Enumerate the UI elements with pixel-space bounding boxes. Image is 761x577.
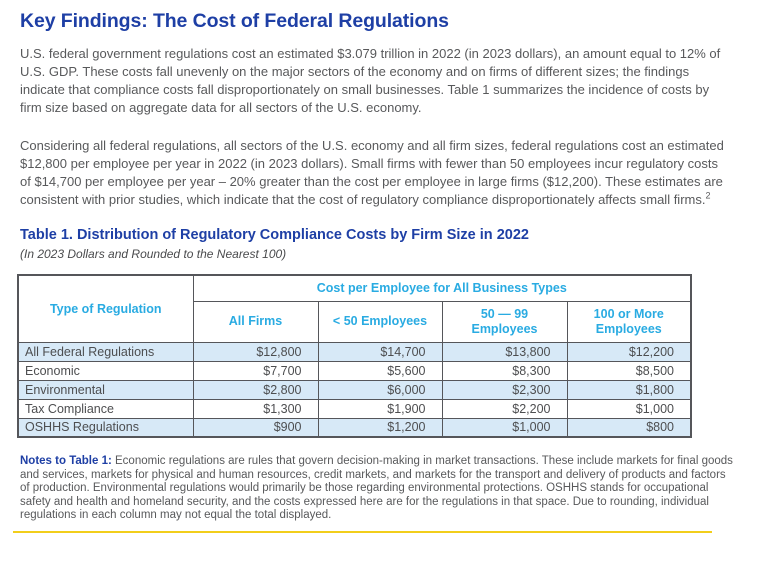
cell-value: $900 bbox=[192, 417, 319, 438]
cell-value: $12,200 bbox=[566, 341, 692, 362]
column-group-header: Cost per Employee for All Business Types bbox=[192, 274, 692, 302]
cell-value: $1,200 bbox=[317, 417, 443, 438]
table-title: Table 1. Distribution of Regulatory Comp… bbox=[20, 227, 529, 243]
cell-value: $7,700 bbox=[192, 360, 319, 381]
cell-value: $1,000 bbox=[566, 398, 692, 419]
cell-value: $13,800 bbox=[441, 341, 568, 362]
paragraph-text: Considering all federal regulations, all… bbox=[20, 138, 724, 207]
cell-value: $1,900 bbox=[317, 398, 443, 419]
cell-value: $8,300 bbox=[441, 360, 568, 381]
table-row: Environmental $2,800 $6,000 $2,300 $1,80… bbox=[17, 379, 692, 400]
notes-text: Economic regulations are rules that gove… bbox=[20, 455, 733, 521]
cell-value: $12,800 bbox=[192, 341, 319, 362]
table-subheader-row: All Firms < 50 Employees 50 — 99 Employe… bbox=[18, 300, 692, 343]
table-group-header-row: Type of Regulation Cost per Employee for… bbox=[17, 274, 692, 343]
column-header-100-or-more-employees: 100 or More Employees bbox=[566, 300, 692, 343]
row-label: Tax Compliance bbox=[17, 398, 194, 419]
cell-value: $2,800 bbox=[192, 379, 319, 400]
footnote-ref: 2 bbox=[705, 190, 711, 201]
paragraph-costs-overview: U.S. federal government regulations cost… bbox=[20, 45, 728, 117]
cell-value: $1,300 bbox=[192, 398, 319, 419]
paragraph-per-employee-costs: Considering all federal regulations, all… bbox=[20, 137, 728, 209]
cell-value: $1,800 bbox=[566, 379, 692, 400]
cell-value: $1,000 bbox=[441, 417, 568, 438]
column-header-type-of-regulation: Type of Regulation bbox=[17, 274, 194, 343]
notes-label: Notes to Table 1: bbox=[20, 455, 112, 467]
table-row: Tax Compliance $1,300 $1,900 $2,200 $1,0… bbox=[17, 398, 692, 419]
cell-value: $14,700 bbox=[317, 341, 443, 362]
cell-value: $6,000 bbox=[317, 379, 443, 400]
column-header-50-99-employees: 50 — 99 Employees bbox=[441, 300, 568, 343]
regulatory-costs-table: Type of Regulation Cost per Employee for… bbox=[17, 274, 693, 438]
bottom-divider bbox=[13, 530, 712, 533]
cell-value: $2,300 bbox=[441, 379, 568, 400]
table-notes: Notes to Table 1: Economic regulations a… bbox=[20, 455, 734, 523]
table-row: Economic $7,700 $5,600 $8,300 $8,500 bbox=[17, 360, 692, 381]
row-label: OSHHS Regulations bbox=[17, 417, 194, 438]
cell-value: $8,500 bbox=[566, 360, 692, 381]
column-header-all-firms: All Firms bbox=[192, 300, 319, 343]
row-label: Economic bbox=[17, 360, 194, 381]
cell-value: $5,600 bbox=[317, 360, 443, 381]
table-row: All Federal Regulations $12,800 $14,700 … bbox=[17, 341, 692, 362]
column-header-under-50-employees: < 50 Employees bbox=[317, 300, 443, 343]
row-label: All Federal Regulations bbox=[17, 341, 194, 362]
table-subtitle: (In 2023 Dollars and Rounded to the Near… bbox=[20, 247, 287, 261]
paragraph-text: U.S. federal government regulations cost… bbox=[20, 46, 721, 115]
row-label: Environmental bbox=[17, 379, 194, 400]
table-row: OSHHS Regulations $900 $1,200 $1,000 $80… bbox=[17, 417, 692, 438]
report-page: Key Findings: The Cost of Federal Regula… bbox=[13, 10, 734, 533]
cell-value: $800 bbox=[566, 417, 692, 438]
page-title: Key Findings: The Cost of Federal Regula… bbox=[20, 10, 449, 32]
cell-value: $2,200 bbox=[441, 398, 568, 419]
